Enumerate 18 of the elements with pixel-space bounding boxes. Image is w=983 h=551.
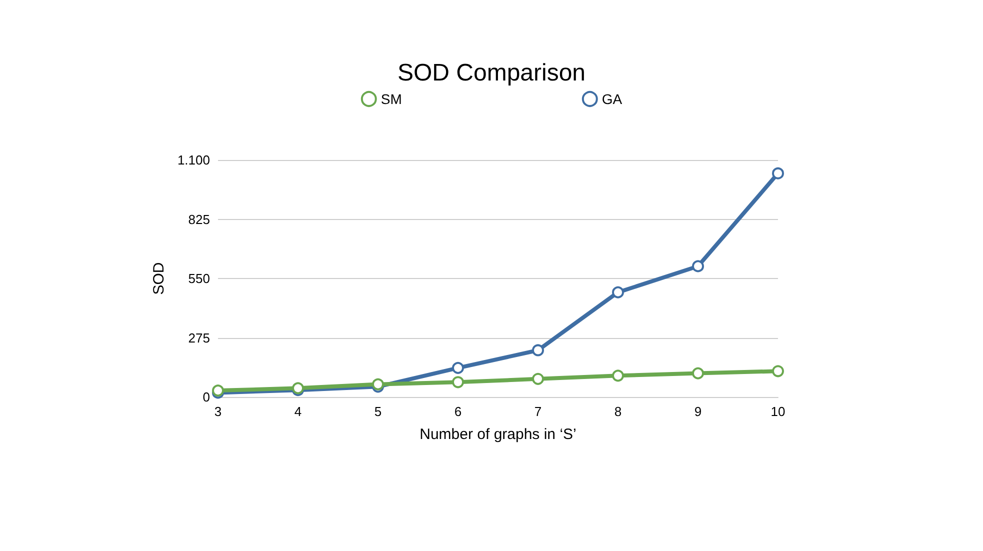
- y-tick-label: 275: [188, 330, 210, 346]
- y-tick-label: 0: [202, 390, 210, 404]
- x-tick-label: 3: [214, 404, 222, 419]
- x-tick-label: 8: [614, 404, 622, 419]
- legend-label: SM: [380, 91, 402, 107]
- legend-label: GA: [602, 91, 623, 107]
- x-axis-title: Number of graphs in ‘S’: [420, 426, 576, 443]
- x-tick-label: 4: [294, 404, 302, 419]
- x-tick-label: 7: [534, 404, 542, 419]
- y-axis-title: SOD: [150, 262, 168, 295]
- chart-title: SOD Comparison: [397, 60, 586, 86]
- x-tick-label: 6: [454, 404, 462, 419]
- y-tick-label: 1.100: [177, 152, 210, 168]
- y-tick-label: 550: [188, 271, 210, 286]
- x-tick-label: 9: [694, 404, 702, 419]
- y-tick-label: 825: [188, 212, 210, 227]
- x-tick-label: 5: [374, 404, 382, 419]
- x-tick-label: 10: [770, 404, 786, 419]
